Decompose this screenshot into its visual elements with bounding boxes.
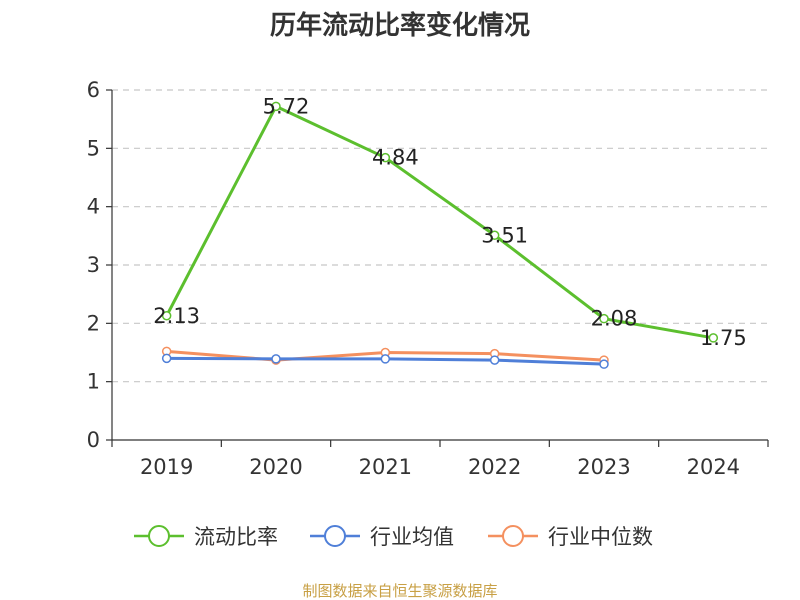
legend-label: 行业中位数: [548, 525, 653, 549]
legend-swatch-marker: [324, 525, 346, 547]
data-point: [271, 354, 281, 364]
axes: 0 1 2 3 4 5 6 2019 2020 2021 2022 2023 2024: [87, 78, 769, 479]
x-tick-label: 2022: [468, 455, 521, 479]
data-point: [708, 333, 719, 343]
data-point: [271, 101, 281, 112]
data-point: [161, 353, 172, 364]
data-label: 2.13: [153, 304, 200, 328]
data-point: [380, 354, 391, 364]
data-label: 5.72: [263, 94, 310, 118]
data-label: 3.51: [481, 223, 528, 247]
series-line: [165, 104, 714, 340]
y-tick-label: 6: [87, 78, 100, 102]
y-tick-label: 5: [87, 136, 100, 160]
data-labels: 2.13 5.72 4.84 3.51 2.08 1.75: [153, 94, 746, 350]
data-point: [161, 311, 172, 321]
data-label: 4.84: [372, 146, 419, 170]
series-0: [161, 101, 719, 343]
data-point: [489, 355, 500, 365]
y-tick-label: 4: [87, 195, 100, 219]
data-point: [599, 359, 609, 369]
legend-swatch-marker: [502, 525, 524, 547]
x-tick-label: 2020: [249, 455, 302, 479]
legend-item: 行业均值: [310, 525, 454, 549]
grid-lines: [112, 89, 768, 383]
data-point: [489, 230, 500, 240]
source-note: 制图数据来自恒生聚源数据库: [302, 582, 497, 600]
legend-item: 行业中位数: [488, 525, 653, 549]
chart-title: 历年流动比率变化情况: [270, 10, 530, 41]
data-point: [380, 152, 391, 163]
x-tick-label: 2023: [577, 455, 630, 479]
legend-label: 行业均值: [370, 525, 454, 549]
legend-swatch-marker: [148, 525, 170, 547]
legend: 流动比率 行业均值 行业中位数: [134, 525, 653, 549]
x-tick-label: 2024: [687, 455, 740, 479]
legend-label: 流动比率: [194, 525, 278, 549]
x-tick-label: 2019: [140, 455, 193, 479]
data-label: 2.08: [591, 307, 638, 331]
y-tick-label: 1: [87, 370, 100, 394]
series-1: [161, 353, 609, 369]
series-layer: [161, 101, 719, 369]
data-label: 1.75: [700, 326, 747, 350]
y-tick-label: 0: [87, 428, 100, 452]
x-tick-label: 2021: [359, 455, 412, 479]
legend-item: 流动比率: [134, 525, 278, 549]
y-tick-label: 3: [87, 253, 100, 277]
data-point: [599, 313, 609, 324]
y-tick-label: 2: [87, 311, 100, 335]
